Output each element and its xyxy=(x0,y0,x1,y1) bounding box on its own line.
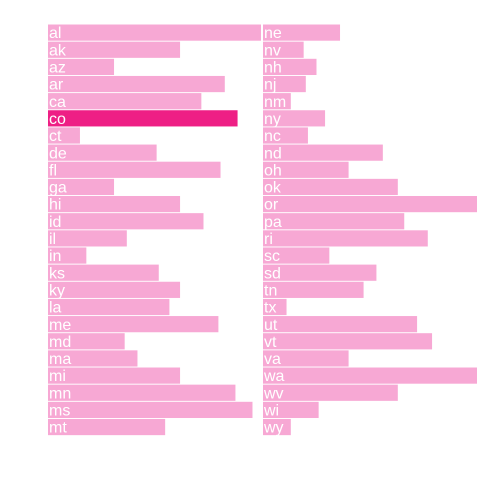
bar-label-az: az xyxy=(49,60,66,77)
bar-wi xyxy=(263,401,319,418)
bar-label-tn: tn xyxy=(264,282,277,299)
bar-ut xyxy=(263,316,418,333)
bar-fl xyxy=(48,161,221,178)
bar-wy xyxy=(263,418,291,436)
bar-id xyxy=(48,213,204,230)
bar-label-il: il xyxy=(49,231,56,248)
bar-mn xyxy=(48,384,236,401)
bar-sd xyxy=(263,264,377,281)
bar-ky xyxy=(48,281,181,298)
bar-oh xyxy=(263,161,349,178)
bar-label-sc: sc xyxy=(264,248,280,265)
bar-label-nj: nj xyxy=(264,77,276,94)
bar-label-me: me xyxy=(49,317,71,334)
bar-label-nv: nv xyxy=(264,42,281,59)
bar-label-ks: ks xyxy=(49,265,65,282)
bar-label-nm: nm xyxy=(264,94,286,111)
bar-mi xyxy=(48,367,181,384)
bar-label-vt: vt xyxy=(264,334,277,351)
bar-wa xyxy=(263,367,477,384)
bar-tn xyxy=(263,281,364,298)
bar-ca xyxy=(48,93,202,110)
bar-ok xyxy=(263,178,398,196)
chart-column-right: nenvnhnjnmnyncndohokorpariscsdtntxutvtva… xyxy=(263,24,477,437)
bar-label-oh: oh xyxy=(264,162,282,179)
bar-label-nc: nc xyxy=(264,128,281,145)
bar-label-sd: sd xyxy=(264,265,281,282)
bar-ne xyxy=(263,24,341,41)
bar-ar xyxy=(48,75,225,93)
bar-va xyxy=(263,350,349,367)
bar-label-tx: tx xyxy=(264,300,276,317)
bar-la xyxy=(48,298,170,316)
bar-nj xyxy=(263,75,306,93)
bar-label-mt: mt xyxy=(49,420,67,437)
bar-label-pa: pa xyxy=(264,214,282,231)
bar-nh xyxy=(263,58,317,75)
bar-label-wi: wi xyxy=(263,403,279,420)
bar-label-wa: wa xyxy=(263,368,285,385)
bar-label-wv: wv xyxy=(263,385,284,402)
bar-label-nh: nh xyxy=(264,60,282,77)
bar-label-ne: ne xyxy=(264,25,282,42)
bar-nd xyxy=(263,144,383,161)
bar-label-ca: ca xyxy=(49,94,66,111)
bar-al xyxy=(48,24,261,41)
bar-label-wy: wy xyxy=(263,420,284,437)
bar-or xyxy=(263,196,477,213)
bar-sc xyxy=(263,247,330,264)
bar-label-ky: ky xyxy=(49,282,65,299)
bar-pa xyxy=(263,213,405,230)
bar-ms xyxy=(48,401,253,418)
bar-label-al: al xyxy=(49,25,61,42)
bar-label-fl: fl xyxy=(49,162,57,179)
bar-label-mn: mn xyxy=(49,385,71,402)
bar-label-or: or xyxy=(264,197,279,214)
bar-ga xyxy=(48,178,115,196)
bar-label-ak: ak xyxy=(49,42,67,59)
bar-az xyxy=(48,58,115,75)
bar-label-ms: ms xyxy=(49,403,70,420)
bar-il xyxy=(48,230,127,247)
bar-in xyxy=(48,247,87,264)
bar-nm xyxy=(263,93,291,110)
bar-wv xyxy=(263,384,398,401)
bar-label-ny: ny xyxy=(264,111,281,128)
bar-label-ma: ma xyxy=(49,351,71,368)
bar-hi xyxy=(48,196,181,213)
bar-label-in: in xyxy=(49,248,61,265)
bar-label-id: id xyxy=(49,214,61,231)
bar-label-ri: ri xyxy=(264,231,273,248)
bar-ct xyxy=(48,127,80,144)
bar-md xyxy=(48,333,125,350)
bar-label-ut: ut xyxy=(264,317,278,334)
bar-label-nd: nd xyxy=(264,145,282,162)
bar-nc xyxy=(263,127,308,144)
bar-label-va: va xyxy=(264,351,281,368)
chart-column-left: alakazarcacoctdeflgahiidilinkskylamemdma… xyxy=(48,24,261,437)
bar-mt xyxy=(48,418,166,436)
bar-label-ga: ga xyxy=(49,180,67,197)
bar-label-ok: ok xyxy=(264,180,282,197)
bar-vt xyxy=(263,333,433,350)
bar-ak xyxy=(48,41,181,58)
bar-label-md: md xyxy=(49,334,71,351)
bar-de xyxy=(48,144,157,161)
bar-ny xyxy=(263,110,326,127)
bar-label-co: co xyxy=(49,111,66,128)
bar-label-ct: ct xyxy=(49,128,62,145)
bar-ri xyxy=(263,230,428,247)
bar-label-ar: ar xyxy=(49,77,64,94)
bar-label-la: la xyxy=(49,300,62,317)
bar-label-hi: hi xyxy=(49,197,61,214)
bar-nv xyxy=(263,41,304,58)
bar-label-mi: mi xyxy=(49,368,66,385)
bar-me xyxy=(48,316,219,333)
bar-label-de: de xyxy=(49,145,67,162)
bar-tx xyxy=(263,298,287,316)
bar-co xyxy=(48,110,238,127)
bar-ma xyxy=(48,350,138,367)
bar-ks xyxy=(48,264,159,281)
